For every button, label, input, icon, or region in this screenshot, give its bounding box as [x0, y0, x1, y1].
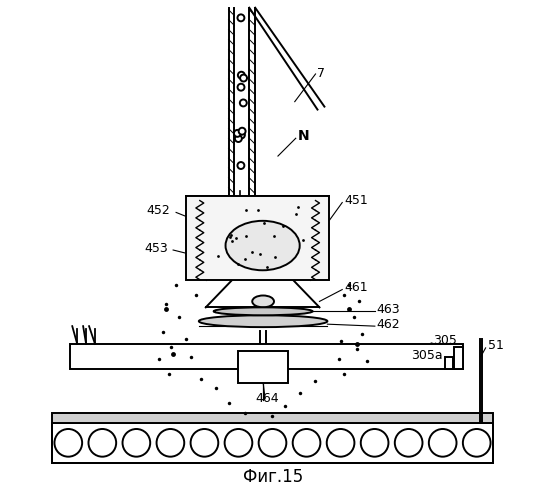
Circle shape [429, 429, 456, 456]
Text: 7: 7 [318, 68, 325, 80]
Circle shape [157, 429, 184, 456]
Text: 463: 463 [377, 303, 400, 316]
Bar [70, 344, 463, 368]
Bar [52, 413, 492, 423]
Text: 305a: 305a [412, 350, 443, 362]
Circle shape [55, 429, 82, 456]
Bar [52, 423, 492, 463]
Circle shape [395, 429, 423, 456]
Circle shape [224, 429, 252, 456]
Circle shape [234, 130, 241, 137]
Circle shape [463, 429, 490, 456]
Circle shape [239, 128, 246, 134]
Circle shape [238, 162, 245, 169]
Ellipse shape [213, 308, 312, 316]
Bar [186, 196, 329, 280]
Text: Фиг.15: Фиг.15 [243, 468, 303, 486]
Text: 51: 51 [488, 340, 503, 352]
Circle shape [238, 84, 245, 90]
Circle shape [293, 429, 321, 456]
Circle shape [122, 429, 150, 456]
Circle shape [259, 429, 286, 456]
Circle shape [238, 72, 245, 78]
Bar [445, 357, 453, 368]
Text: 461: 461 [344, 281, 368, 294]
Circle shape [240, 74, 247, 82]
Text: 453: 453 [145, 242, 168, 254]
Ellipse shape [252, 296, 274, 308]
Circle shape [327, 429, 354, 456]
Circle shape [235, 135, 242, 142]
Text: 464: 464 [255, 392, 279, 405]
Circle shape [88, 429, 116, 456]
Bar [454, 347, 463, 368]
Circle shape [238, 132, 245, 138]
Text: 452: 452 [146, 204, 170, 217]
Ellipse shape [199, 316, 328, 327]
Circle shape [240, 100, 247, 106]
Circle shape [191, 429, 218, 456]
Text: N: N [298, 130, 310, 143]
Bar [239, 351, 288, 382]
Circle shape [238, 14, 245, 21]
Circle shape [361, 429, 388, 456]
Text: 451: 451 [344, 194, 368, 207]
Ellipse shape [225, 221, 300, 270]
Text: 462: 462 [377, 318, 400, 330]
Text: 305: 305 [433, 334, 457, 347]
